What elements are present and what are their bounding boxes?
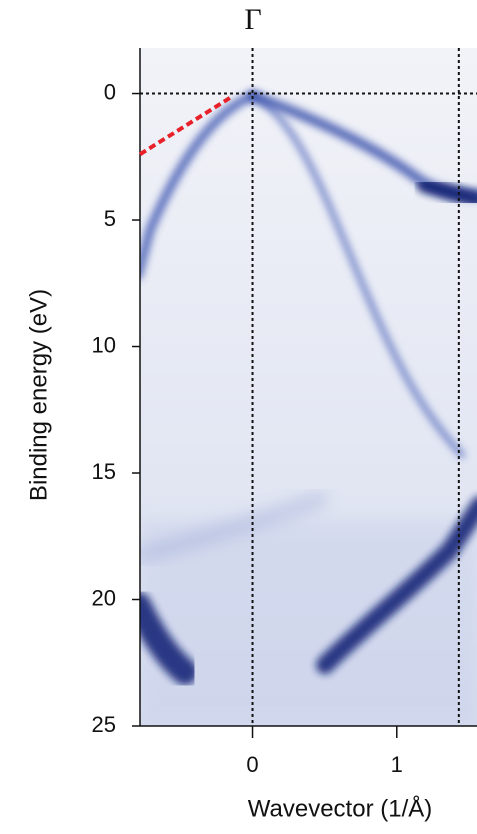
band [140,592,198,685]
band [140,493,327,562]
x-tick-label: 0 [246,752,258,777]
map-shade [140,520,477,726]
guide-line [138,95,232,156]
chart-title: Γ [244,3,261,36]
y-tick-label: 15 [92,459,116,484]
band [250,93,465,458]
intensity-map [140,48,477,726]
x-tick-label: 1 [391,752,403,777]
bands [140,91,477,685]
y-tick-label: 10 [92,332,116,357]
y-tick-label: 25 [92,712,116,737]
band [417,177,477,208]
x-axis-label: Wavevector (1/Å) [248,794,433,822]
y-tick-label: 20 [92,585,116,610]
band [316,496,477,674]
y-tick-label: 0 [104,79,116,104]
y-tick-label: 5 [104,206,116,231]
y-axis-label: Binding energy (eV) [25,289,52,501]
band [140,91,258,280]
